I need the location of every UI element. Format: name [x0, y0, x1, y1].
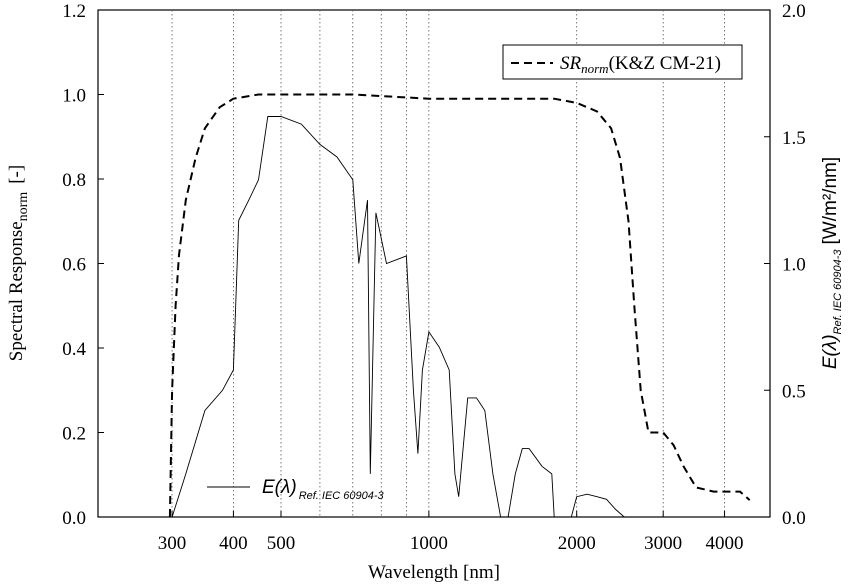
- y-label-unit: [-]: [6, 165, 27, 184]
- legend-name-suffix: (K&Z CM-21): [609, 53, 721, 74]
- y2-label-sub: Ref. IEC 60904-3: [832, 249, 844, 335]
- y-tick-label: 0.8: [62, 170, 86, 191]
- legend-name-sub: Ref. IEC 60904-3: [299, 490, 385, 502]
- y-tick-label: 0.4: [62, 339, 86, 360]
- x-tick-label: 500: [267, 533, 296, 554]
- x-tick-label: 300: [158, 533, 187, 554]
- series-line: [171, 116, 625, 518]
- legend-label: E(λ) Ref. IEC 60904-3: [262, 477, 385, 502]
- y-label-main: Spectral Response: [6, 221, 27, 361]
- x-tick-label: 3000: [644, 533, 682, 554]
- x-tick-label: 4000: [706, 533, 744, 554]
- y-axis-label: Spectral Responsenorm [-]: [6, 165, 31, 361]
- legend-name: SR: [560, 53, 582, 74]
- y-label-sub: norm: [16, 192, 31, 222]
- plot-frame: [97, 9, 771, 518]
- y-tick-label: 0.2: [62, 424, 86, 445]
- x-axis-label: Wavelength [nm]: [368, 562, 500, 583]
- legend-name: E(λ): [262, 477, 297, 498]
- x-tick-label: 400: [219, 533, 248, 554]
- y-tick-label: 0.0: [62, 508, 86, 529]
- y-tick-label: 0.6: [62, 255, 86, 276]
- y2-axis-label: E(λ)Ref. IEC 60904-3 [W/m²/nm]: [820, 157, 844, 369]
- y2-tick-label: 2.0: [782, 1, 806, 22]
- legend-label: SRnorm(K&Z CM-21): [560, 53, 721, 76]
- y-tick-label: 1.0: [62, 86, 86, 107]
- y2-tick-label: 1.5: [782, 128, 806, 149]
- y2-tick-label: 1.0: [782, 255, 806, 276]
- y-tick-label: 1.2: [62, 1, 86, 22]
- series-line: [168, 93, 751, 518]
- legend-name-sub: norm: [581, 61, 608, 76]
- y2-label-unit: [W/m²/nm]: [820, 157, 841, 245]
- x-tick-label: 1000: [410, 533, 448, 554]
- x-tick-label: 2000: [558, 533, 596, 554]
- y2-label-main: E(λ): [820, 334, 841, 369]
- y2-tick-label: 0.0: [782, 508, 806, 529]
- y2-tick-label: 0.5: [782, 381, 806, 402]
